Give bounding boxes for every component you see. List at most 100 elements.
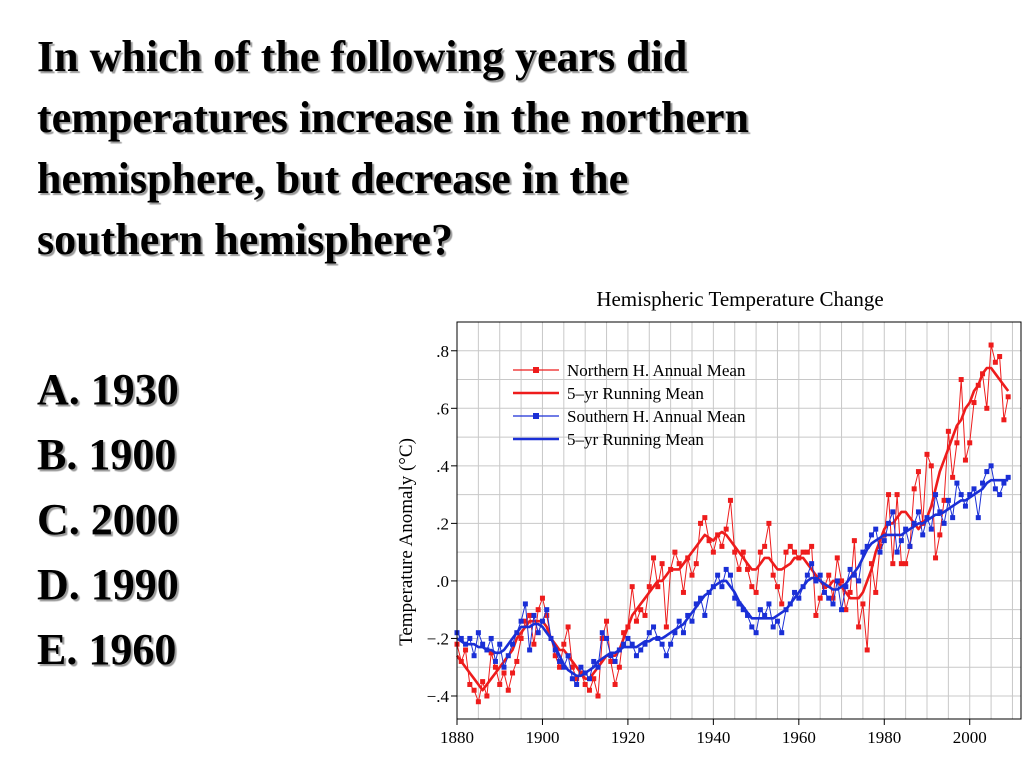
data-point (552, 653, 558, 659)
data-point (676, 618, 682, 624)
data-point (488, 635, 494, 641)
data-point (518, 635, 524, 641)
data-point (992, 486, 998, 492)
data-point (710, 549, 716, 555)
answer-option-e[interactable]: E. 1960 (37, 625, 177, 674)
data-point (557, 664, 563, 670)
answer-option-a[interactable]: A. 1930 (37, 365, 179, 414)
data-point (492, 664, 498, 670)
data-point (715, 572, 721, 578)
data-point (668, 641, 674, 647)
data-point (954, 480, 960, 486)
data-point (591, 658, 597, 664)
data-point (616, 664, 622, 670)
data-point (753, 630, 759, 636)
data-point (868, 532, 874, 538)
data-point (608, 653, 614, 659)
data-point (561, 641, 567, 647)
data-point (484, 693, 490, 699)
data-point (817, 595, 823, 601)
data-point (971, 400, 977, 406)
data-point (586, 687, 592, 693)
data-point (719, 584, 725, 590)
data-point (941, 520, 947, 526)
data-point (557, 658, 563, 664)
data-point (565, 653, 571, 659)
data-point (860, 549, 866, 555)
data-point (608, 658, 614, 664)
data-point (510, 670, 516, 676)
data-point (505, 653, 511, 659)
data-point (488, 650, 494, 656)
data-point (834, 555, 840, 561)
data-point (745, 566, 751, 572)
data-point (582, 681, 588, 687)
answer-list: A. 1930 B. 1900 C. 2000 D. 1990 E. 1960 (37, 367, 179, 692)
data-point (992, 359, 998, 365)
data-point (706, 538, 712, 544)
data-point (749, 624, 755, 630)
data-point (984, 469, 990, 475)
data-point (539, 618, 545, 624)
data-point (937, 532, 943, 538)
data-point (813, 612, 819, 618)
data-point (578, 664, 584, 670)
chart-title: Hemispheric Temperature Change (596, 287, 883, 311)
data-point (544, 612, 550, 618)
data-point (732, 549, 738, 555)
legend-label: 5–yr Running Mean (567, 384, 704, 403)
data-point (702, 612, 708, 618)
data-point (967, 440, 973, 446)
data-point (659, 641, 665, 647)
data-point (522, 618, 528, 624)
data-point (843, 584, 849, 590)
data-point (599, 630, 605, 636)
data-point (843, 607, 849, 613)
data-point (1005, 474, 1011, 480)
data-point (612, 681, 618, 687)
x-tick-label: 2000 (953, 728, 987, 747)
data-point (950, 515, 956, 521)
data-point (621, 641, 627, 647)
data-point (830, 601, 836, 607)
data-point (698, 595, 704, 601)
answer-option-d[interactable]: D. 1990 (37, 560, 179, 609)
data-point (475, 699, 481, 705)
data-point (646, 584, 652, 590)
data-point (792, 549, 798, 555)
data-point (873, 589, 879, 595)
y-tick-label: .6 (436, 399, 449, 418)
data-point (480, 641, 486, 647)
data-point (736, 601, 742, 607)
x-tick-label: 1920 (611, 728, 645, 747)
x-tick-label: 1960 (782, 728, 816, 747)
temperature-chart: Hemispheric Temperature Change Temperatu… (396, 287, 1022, 747)
data-point (804, 572, 810, 578)
legend-label: Northern H. Annual Mean (567, 361, 746, 380)
data-point (586, 676, 592, 682)
data-point (745, 612, 751, 618)
data-point (646, 630, 652, 636)
data-point (770, 624, 776, 630)
data-point (894, 492, 900, 498)
data-point (830, 595, 836, 601)
data-point (984, 405, 990, 411)
data-point (915, 509, 921, 515)
data-point (809, 561, 815, 567)
answer-option-b[interactable]: B. 1900 (37, 430, 177, 479)
data-point (463, 647, 469, 653)
question-line: southern hemisphere? (37, 215, 453, 264)
legend-label: 5–yr Running Mean (567, 430, 704, 449)
data-point (757, 607, 763, 613)
data-point (612, 658, 618, 664)
data-point (629, 641, 635, 647)
data-point (813, 578, 819, 584)
data-point (740, 607, 746, 613)
answer-option-c[interactable]: C. 2000 (37, 495, 179, 544)
data-point (638, 647, 644, 653)
data-point (792, 589, 798, 595)
data-point (642, 612, 648, 618)
data-point (471, 687, 477, 693)
data-point (655, 584, 661, 590)
data-point (839, 607, 845, 613)
